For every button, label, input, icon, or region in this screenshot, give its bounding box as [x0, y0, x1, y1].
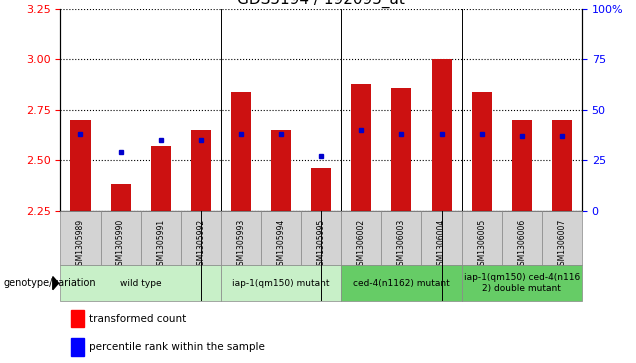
- Bar: [71, 338, 84, 356]
- Bar: [191, 130, 211, 211]
- Text: ced-4(n1162) mutant: ced-4(n1162) mutant: [353, 279, 450, 287]
- Bar: [71, 120, 90, 211]
- Bar: [431, 60, 452, 211]
- Text: iap-1(qm150) ced-4(n116
2) double mutant: iap-1(qm150) ced-4(n116 2) double mutant: [464, 273, 580, 293]
- Text: GSM1305990: GSM1305990: [116, 219, 125, 270]
- Text: iap-1(qm150) mutant: iap-1(qm150) mutant: [232, 279, 330, 287]
- Bar: [301, 211, 342, 265]
- Text: GSM1305989: GSM1305989: [76, 219, 85, 270]
- Bar: [111, 184, 130, 211]
- Polygon shape: [53, 277, 59, 290]
- Bar: [391, 87, 411, 211]
- Text: genotype/variation: genotype/variation: [3, 278, 96, 288]
- Text: GSM1305994: GSM1305994: [277, 219, 286, 270]
- Bar: [231, 92, 251, 211]
- Text: GSM1306003: GSM1306003: [397, 219, 406, 270]
- Text: GSM1305993: GSM1305993: [237, 219, 245, 270]
- Bar: [342, 265, 462, 301]
- Bar: [141, 211, 181, 265]
- Text: GSM1306002: GSM1306002: [357, 219, 366, 270]
- Bar: [71, 310, 84, 327]
- Bar: [422, 211, 462, 265]
- Text: transformed count: transformed count: [89, 314, 186, 323]
- Bar: [542, 211, 582, 265]
- Text: GSM1306004: GSM1306004: [437, 219, 446, 270]
- Bar: [181, 211, 221, 265]
- Bar: [221, 211, 261, 265]
- Bar: [60, 265, 221, 301]
- Bar: [502, 211, 542, 265]
- Bar: [261, 211, 301, 265]
- Bar: [472, 92, 492, 211]
- Title: GDS5194 / 192095_at: GDS5194 / 192095_at: [237, 0, 405, 8]
- Text: wild type: wild type: [120, 279, 162, 287]
- Bar: [60, 211, 100, 265]
- Text: GSM1305991: GSM1305991: [156, 219, 165, 270]
- Bar: [311, 168, 331, 211]
- Bar: [512, 120, 532, 211]
- Bar: [151, 146, 170, 211]
- Bar: [462, 211, 502, 265]
- Text: GSM1306007: GSM1306007: [557, 219, 567, 270]
- Text: GSM1305995: GSM1305995: [317, 219, 326, 270]
- Bar: [351, 83, 371, 211]
- Bar: [100, 211, 141, 265]
- Bar: [462, 265, 582, 301]
- Bar: [382, 211, 422, 265]
- Bar: [342, 211, 382, 265]
- Bar: [552, 120, 572, 211]
- Text: GSM1306005: GSM1306005: [477, 219, 486, 270]
- Text: GSM1305992: GSM1305992: [197, 219, 205, 270]
- Text: percentile rank within the sample: percentile rank within the sample: [89, 342, 265, 352]
- Bar: [271, 130, 291, 211]
- Bar: [221, 265, 342, 301]
- Text: GSM1306006: GSM1306006: [517, 219, 526, 270]
